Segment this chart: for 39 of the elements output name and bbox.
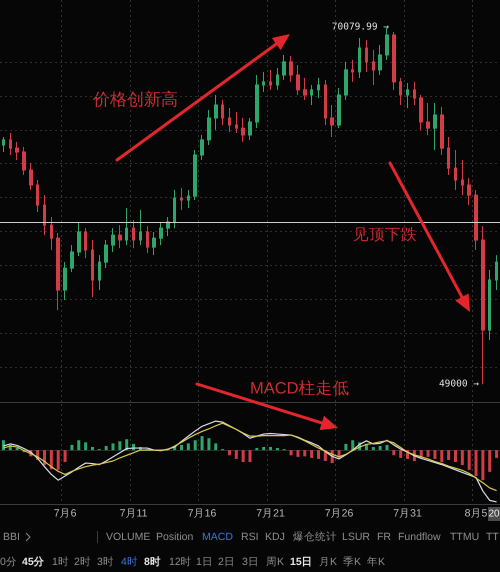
text: 周K [266, 556, 284, 568]
text: Fundflow [398, 530, 441, 544]
text: BBI [3, 530, 20, 544]
text: 2时 [74, 556, 91, 568]
text: LSUR [342, 530, 370, 544]
text: 月K [319, 556, 338, 568]
text: RSI [241, 530, 259, 544]
x-tick-label: 7月26 [324, 508, 354, 520]
annotation: MACD柱走低 [250, 380, 350, 398]
x-tick-label: 7月21 [256, 508, 285, 520]
text: 20 [488, 508, 500, 520]
x-tick-label: 7月16 [188, 508, 216, 520]
text: MACD [202, 530, 233, 544]
text: TT [486, 530, 499, 544]
text: 4时 [121, 556, 138, 568]
text: 0分 [0, 556, 17, 568]
text: 12时 [169, 556, 192, 568]
text: 爆仓统计 [293, 530, 337, 544]
text: 8时 [144, 556, 161, 568]
text: KDJ [265, 530, 285, 544]
text: 3日 [242, 556, 259, 568]
text: 1时 [52, 556, 69, 568]
text: 1日 [196, 556, 213, 568]
text: VOLUME [106, 530, 150, 544]
annotation: 49000 → [438, 378, 480, 390]
text: 年K [367, 556, 386, 568]
x-tick-label: 7月31 [393, 508, 422, 520]
annotation: 70079.99 → [332, 22, 390, 32]
text: 15日 [290, 556, 313, 568]
text: 45分 [22, 556, 45, 568]
text: 2日 [218, 556, 235, 568]
text: 3时 [97, 556, 114, 568]
text: TTMU [450, 530, 480, 544]
x-tick-label: 8月5 [464, 508, 488, 520]
x-tick-label: 7月6 [54, 508, 77, 520]
x-tick-label: 7月11 [120, 508, 148, 520]
text: Position [156, 530, 194, 544]
text: 季K [343, 556, 362, 568]
text: FR [377, 530, 391, 544]
